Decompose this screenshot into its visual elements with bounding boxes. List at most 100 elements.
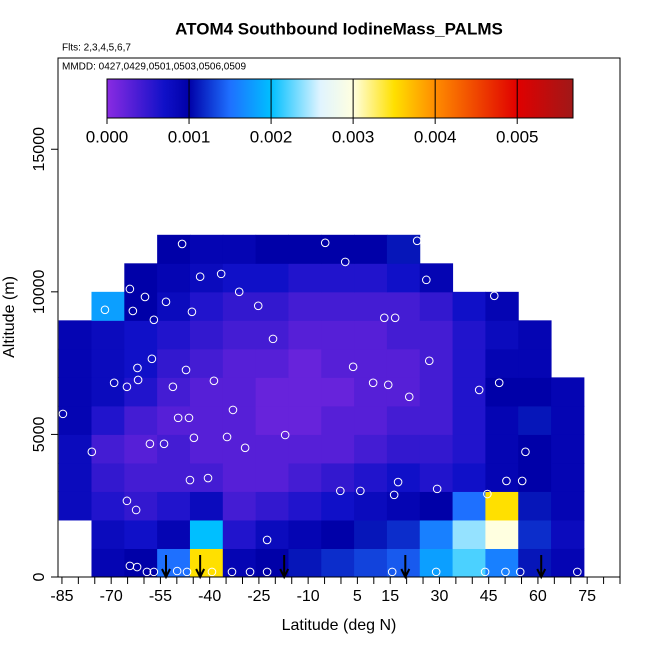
heat-cell	[288, 491, 322, 521]
chart-title: ATOM4 Southbound IodineMass_PALMS	[175, 19, 503, 38]
heat-cell	[452, 548, 486, 578]
heat-cell	[452, 348, 486, 378]
heat-cell	[189, 377, 224, 407]
heat-cell	[157, 348, 191, 378]
flight-point	[140, 292, 150, 302]
heat-cell	[91, 519, 125, 549]
flight-point	[431, 567, 441, 577]
flight-point	[133, 363, 142, 373]
heat-cell	[222, 519, 257, 549]
heat-cell	[551, 434, 585, 464]
flight-point	[517, 476, 527, 486]
heat-cell	[386, 434, 421, 464]
flight-point	[122, 496, 132, 506]
heat-cell	[518, 491, 552, 521]
heat-cell	[91, 491, 125, 521]
y-axis-label: Altitude (m)	[1, 276, 18, 358]
heat-cell	[124, 548, 158, 578]
flight-point	[474, 385, 484, 395]
flight-point	[195, 272, 205, 282]
heat-cell	[157, 234, 191, 264]
heat-cell	[255, 519, 289, 549]
heat-cell	[157, 434, 191, 464]
flight-point	[227, 567, 237, 577]
flight-point	[268, 334, 278, 344]
flight-point	[100, 305, 110, 315]
heat-cell	[222, 320, 257, 350]
flight-point	[336, 486, 345, 496]
flight-point	[502, 476, 511, 486]
flight-point	[131, 505, 141, 515]
x-tick-label: 15	[381, 588, 399, 605]
heat-cell	[288, 320, 322, 350]
heat-cell	[288, 377, 322, 407]
heat-cell	[157, 519, 191, 549]
flight-point	[412, 236, 422, 246]
heat-cell	[91, 434, 125, 464]
heat-cell	[452, 291, 486, 321]
heat-cell	[288, 263, 322, 293]
heat-cell	[157, 377, 191, 407]
flight-point	[387, 567, 397, 577]
heat-cell	[321, 491, 355, 521]
heat-cell	[485, 434, 519, 464]
heat-cell	[189, 434, 224, 464]
heat-cell	[189, 263, 224, 293]
flight-point	[501, 567, 510, 577]
x-tick-label: 75	[578, 588, 596, 605]
subtitle: Flts: 2,3,4,5,6,7	[62, 43, 131, 54]
heat-cell	[386, 519, 421, 549]
flight-point	[142, 567, 152, 577]
heat-cell	[288, 548, 322, 578]
flight-point	[173, 413, 183, 423]
heat-cell	[124, 434, 158, 464]
flight-point	[245, 567, 255, 577]
heat-cell	[321, 434, 355, 464]
heat-cell	[288, 434, 322, 464]
heat-cell	[419, 291, 454, 321]
heat-cell	[58, 320, 92, 350]
flight-point	[122, 382, 132, 392]
heat-cell	[354, 434, 388, 464]
heat-cell	[255, 462, 289, 492]
heat-cell	[386, 348, 421, 378]
heat-cell	[222, 234, 257, 264]
heat-cell	[124, 263, 158, 293]
heat-cell	[386, 320, 421, 350]
heat-cell	[124, 519, 158, 549]
heat-cell	[189, 491, 224, 521]
flight-point	[185, 475, 195, 485]
x-tick-label: 60	[529, 588, 547, 605]
flight-point	[133, 375, 143, 385]
flight-point	[207, 567, 217, 577]
flight-point	[187, 307, 197, 317]
flight-point	[368, 378, 378, 388]
flight-point	[240, 443, 250, 453]
colorbar-tick-label: 0.005	[496, 127, 539, 146]
flight-point	[389, 490, 399, 500]
heat-cell	[91, 377, 125, 407]
flight-point	[181, 365, 191, 375]
flight-point	[109, 378, 119, 388]
heat-cell	[419, 462, 454, 492]
flight-point	[228, 405, 238, 415]
heat-cell	[518, 348, 552, 378]
y-tick-label: 5000	[31, 417, 48, 453]
heat-cell	[452, 519, 486, 549]
heat-cell	[354, 291, 388, 321]
heat-cell	[288, 462, 322, 492]
flight-point	[253, 301, 263, 311]
heat-cell	[222, 377, 257, 407]
heat-cell	[354, 320, 388, 350]
colorbar-tick-label: 0.001	[168, 127, 211, 146]
heat-cell	[157, 291, 191, 321]
heat-cell	[452, 320, 486, 350]
flight-point	[149, 567, 159, 577]
heat-cell	[124, 320, 158, 350]
flight-point	[184, 413, 194, 423]
heat-cell	[485, 519, 519, 549]
heat-cell	[518, 377, 552, 407]
heat-cell	[386, 491, 421, 521]
heat-cell	[255, 434, 289, 464]
